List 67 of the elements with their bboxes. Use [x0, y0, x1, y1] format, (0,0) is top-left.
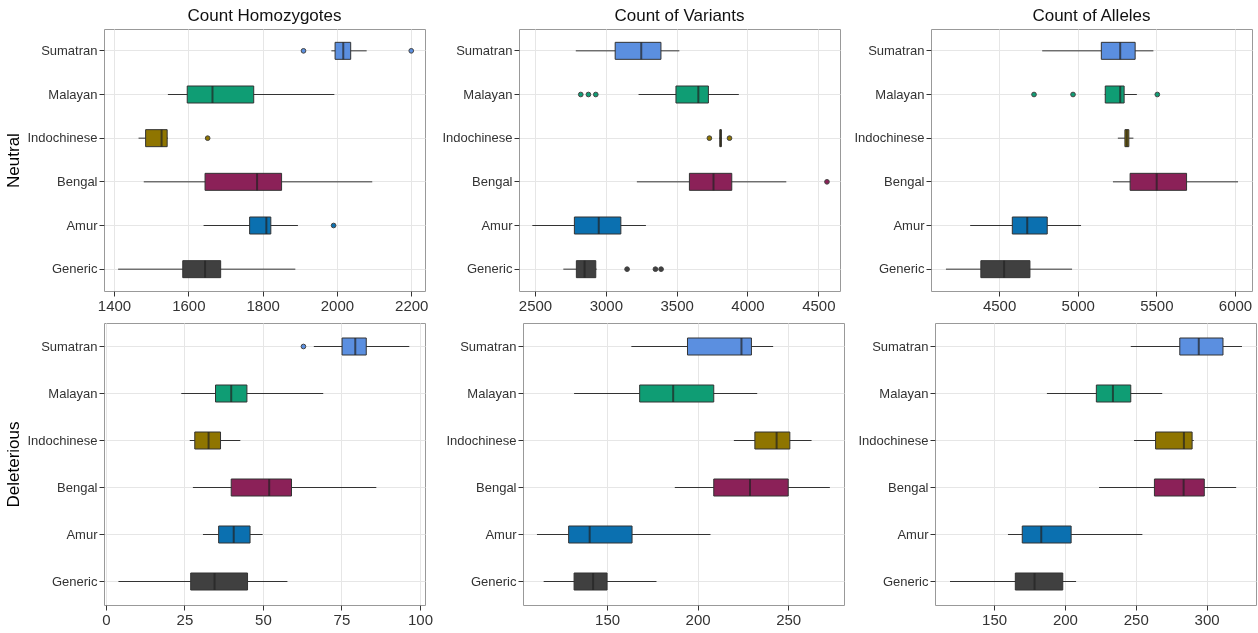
y-tick-label: Amur	[485, 526, 518, 542]
y-tick-label: Indochinese	[446, 432, 517, 448]
y-tick-label: Bengal	[476, 479, 517, 495]
x-tick-label: 6000	[1218, 296, 1253, 314]
y-tick-label: Bengal	[57, 479, 98, 495]
x-tick-label: 4500	[802, 296, 836, 314]
x-tick-label: 75	[333, 610, 351, 628]
y-tick-label: Sumatran	[41, 338, 98, 354]
y-tick-label: Amur	[897, 526, 930, 542]
chart-title: Count of Alleles	[1032, 6, 1151, 25]
x-tick-label: 5000	[1061, 296, 1095, 314]
y-axis-title: Deleterious	[4, 421, 24, 508]
x-tick-label: 4500	[982, 296, 1017, 314]
x-tick-label: 150	[595, 610, 621, 628]
y-tick-label: Generic	[470, 573, 517, 589]
y-tick-label: Generic	[51, 573, 98, 589]
x-tick-label: 3500	[660, 296, 694, 314]
y-tick-label: Malayan	[463, 86, 513, 102]
y-tick-label: Malayan	[467, 385, 517, 401]
y-tick-label: Amur	[893, 217, 926, 233]
y-tick-label: Malayan	[48, 385, 98, 401]
x-tick-label: 3000	[589, 296, 624, 314]
y-tick-label: Bengal	[472, 173, 513, 189]
x-tick-label: 300	[1194, 610, 1220, 628]
x-tick-label: 250	[1123, 610, 1149, 628]
y-tick-label: Sumatran	[868, 42, 925, 58]
y-tick-label: Malayan	[879, 385, 929, 401]
x-tick-label: 200	[685, 610, 711, 628]
y-tick-label: Sumatran	[872, 338, 929, 354]
x-tick-label: 200	[1052, 610, 1078, 628]
x-tick-label: 50	[255, 610, 272, 628]
x-tick-label: 2200	[395, 296, 429, 314]
y-tick-label: Bengal	[57, 173, 98, 189]
y-tick-label: Indochinese	[27, 432, 98, 448]
chart-title: Count of Variants	[614, 6, 745, 25]
x-tick-label: 4000	[731, 296, 765, 314]
y-tick-label: Malayan	[875, 86, 925, 102]
x-tick-label: 2500	[518, 296, 553, 314]
y-tick-label: Indochinese	[858, 432, 929, 448]
x-tick-label: 1800	[246, 296, 280, 314]
y-tick-label: Generic	[466, 261, 513, 277]
y-tick-label: Amur	[66, 526, 99, 542]
y-tick-label: Amur	[66, 217, 99, 233]
y-tick-label: Generic	[882, 573, 929, 589]
x-tick-label: 0	[102, 610, 111, 628]
y-axis-title: Neutral	[4, 133, 24, 188]
chart-title: Count Homozygotes	[187, 6, 342, 25]
y-tick-label: Indochinese	[442, 130, 513, 146]
y-tick-label: Indochinese	[854, 130, 925, 146]
y-tick-label: Indochinese	[27, 130, 98, 146]
y-tick-label: Generic	[51, 261, 98, 277]
y-tick-label: Bengal	[888, 479, 929, 495]
y-tick-label: Generic	[878, 261, 925, 277]
x-tick-label: 25	[176, 610, 194, 628]
y-tick-label: Sumatran	[460, 338, 517, 354]
x-tick-label: 1400	[97, 296, 132, 314]
x-tick-label: 150	[982, 610, 1008, 628]
y-tick-label: Bengal	[884, 173, 925, 189]
x-tick-label: 1600	[172, 296, 206, 314]
x-tick-label: 100	[407, 610, 433, 628]
y-tick-label: Sumatran	[41, 42, 98, 58]
x-tick-label: 5500	[1140, 296, 1174, 314]
x-tick-label: 2000	[320, 296, 355, 314]
y-tick-label: Malayan	[48, 86, 98, 102]
y-tick-label: Amur	[481, 217, 514, 233]
x-tick-label: 250	[776, 610, 802, 628]
y-tick-label: Sumatran	[456, 42, 513, 58]
